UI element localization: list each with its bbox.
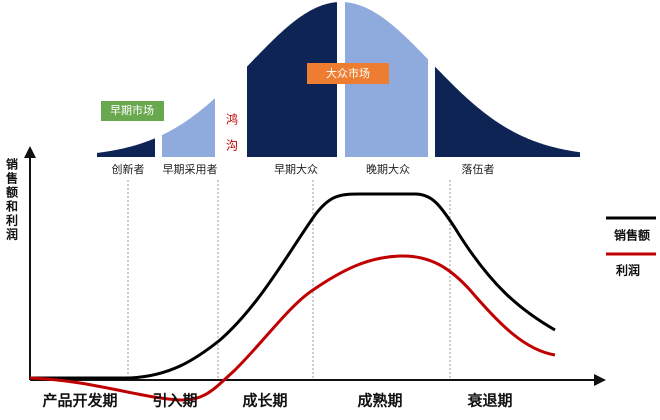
mass-market-label: 大众市场 bbox=[326, 66, 370, 80]
phase-label: 成长期 bbox=[242, 392, 287, 410]
segment-label: 早期大众 bbox=[274, 162, 318, 176]
early-market-label: 早期市场 bbox=[110, 103, 154, 117]
phase-dividers bbox=[127, 180, 451, 380]
phase-label: 产品开发期 bbox=[42, 392, 117, 410]
adoption-segment bbox=[247, 2, 337, 158]
segment-label: 落伍者 bbox=[462, 163, 495, 176]
y-axis-label: 销售额和利润 bbox=[5, 157, 19, 242]
phase-label: 衰退期 bbox=[466, 392, 512, 410]
adoption-segment bbox=[97, 138, 155, 157]
segment-label: 创新者 bbox=[112, 162, 145, 176]
early-market-box bbox=[101, 101, 164, 121]
axes bbox=[29, 152, 600, 381]
y-arrow bbox=[24, 146, 36, 158]
legend-label: 利润 bbox=[616, 263, 640, 278]
phase-label: 成熟期 bbox=[357, 392, 402, 410]
adoption-segment bbox=[162, 98, 215, 157]
mass-market-box bbox=[307, 63, 389, 84]
profit-curve bbox=[29, 254, 556, 402]
chasm-label: 鸿沟 bbox=[225, 113, 239, 165]
sales-curve bbox=[30, 192, 556, 380]
legend-label: 销售额 bbox=[614, 228, 650, 243]
x-arrow bbox=[594, 374, 606, 386]
adoption-segment bbox=[435, 66, 580, 157]
segment-label: 早期采用者 bbox=[163, 163, 218, 176]
segment-label: 晚期大众 bbox=[366, 162, 410, 176]
phase-label: 引入期 bbox=[152, 392, 197, 410]
